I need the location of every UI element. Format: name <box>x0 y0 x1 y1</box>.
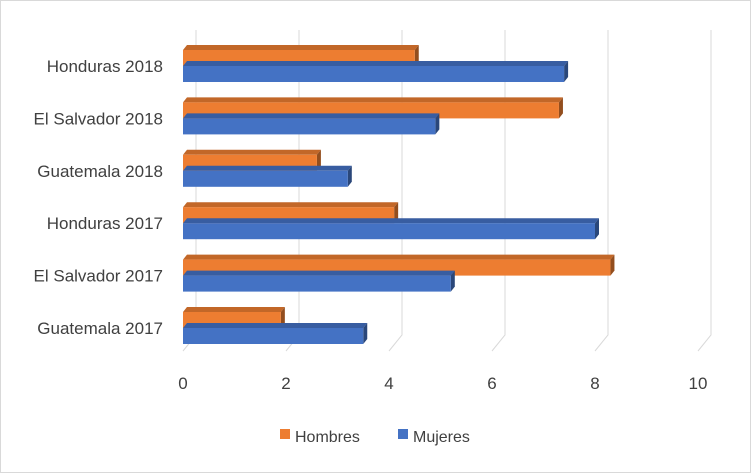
legend: Hombres Mujeres <box>280 429 470 446</box>
bar-mujeres-el-salvador-2018 <box>183 113 440 135</box>
bar-mujeres-guatemala-2018 <box>183 165 352 187</box>
legend-swatch-hombres <box>280 429 290 439</box>
category-label: Honduras 2017 <box>47 214 163 233</box>
category-label: Guatemala 2017 <box>37 319 163 338</box>
legend-swatch-mujeres <box>398 429 408 439</box>
x-tick-label: 0 <box>178 374 187 393</box>
x-tick-label: 10 <box>689 374 708 393</box>
gridline <box>491 30 506 352</box>
category-label: Guatemala 2018 <box>37 162 163 181</box>
legend-label-hombres: Hombres <box>295 429 360 446</box>
x-tick-label: 2 <box>281 374 290 393</box>
bar-mujeres-honduras-2018 <box>183 61 569 82</box>
bar-mujeres-honduras-2017 <box>183 218 599 240</box>
bar-mujeres-guatemala-2017 <box>183 323 368 344</box>
gridline <box>697 30 712 352</box>
legend-label-mujeres: Mujeres <box>413 429 470 446</box>
bars <box>183 45 615 344</box>
bar-mujeres-el-salvador-2017 <box>183 270 455 292</box>
gridline <box>594 30 609 352</box>
category-label: El Salvador 2018 <box>34 109 163 128</box>
category-label: Honduras 2018 <box>47 57 163 76</box>
x-tick-labels: 0 2 4 6 8 10 <box>178 374 707 393</box>
x-tick-label: 6 <box>487 374 496 393</box>
category-labels: Guatemala 2017 El Salvador 2017 Honduras 2… <box>34 57 163 338</box>
category-label: El Salvador 2017 <box>34 267 163 286</box>
x-tick-label: 8 <box>590 374 599 393</box>
bar-hombres-el-salvador-2018 <box>183 97 563 119</box>
x-tick-label: 4 <box>384 374 393 393</box>
